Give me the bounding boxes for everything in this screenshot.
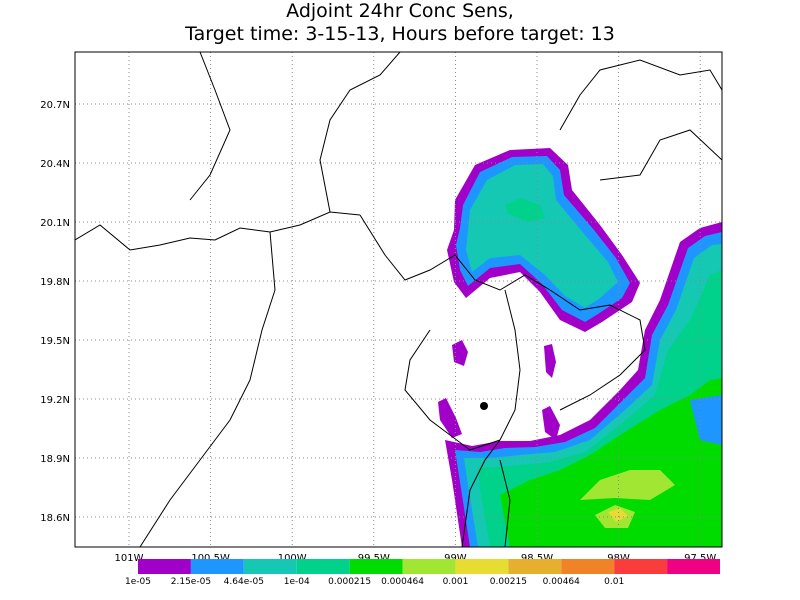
- border-line: [189, 52, 231, 201]
- contour-fill: [608, 508, 628, 522]
- lat-label: 19.8N: [40, 277, 70, 288]
- grid: 20.7N 20.4N 20.1N 19.8N 19.5N 19.2N 18.9N 18.6N…: [40, 52, 722, 564]
- colorbar-swatch: [243, 559, 297, 574]
- contour-fill: [505, 198, 545, 222]
- colorbar-label: 0.000464: [381, 577, 424, 587]
- lat-label: 19.5N: [40, 336, 70, 347]
- lon-label: 97.5W: [684, 553, 716, 564]
- colorbar-label: 1e-04: [284, 577, 310, 587]
- lon-label: 98W: [607, 553, 630, 564]
- lat-label: 20.1N: [40, 218, 70, 229]
- colorbar-swatch: [667, 559, 720, 574]
- lat-label: 18.6N: [40, 513, 70, 524]
- contour-fill: [452, 340, 468, 366]
- sensitivity-field: [438, 148, 722, 547]
- border-line: [75, 211, 361, 251]
- contour-fill: [438, 398, 462, 438]
- lon-label: 101W: [115, 553, 144, 564]
- borders: [75, 52, 722, 547]
- colorbar-label: 2.15e-05: [171, 577, 211, 587]
- lon-label: 100.5W: [191, 553, 230, 564]
- lat-label: 18.9N: [40, 454, 70, 465]
- contour-fill: [580, 470, 675, 500]
- colorbar-swatch: [349, 559, 403, 574]
- lon-label: 99W: [444, 553, 467, 564]
- colorbar-swatch: [138, 559, 191, 574]
- border-line: [319, 52, 401, 213]
- contour-fill: [500, 378, 722, 547]
- border-line: [404, 329, 501, 451]
- border-line: [559, 59, 722, 131]
- colorbar-label: 0.00215: [490, 577, 527, 587]
- lon-label: 99.5W: [358, 553, 390, 564]
- lon-label: 100W: [278, 553, 307, 564]
- border-line: [139, 231, 276, 547]
- border-line: [461, 289, 521, 547]
- lat-label: 20.4N: [40, 159, 70, 170]
- border-line: [499, 459, 511, 547]
- contour-fill: [542, 406, 560, 440]
- colorbar-swatch: [561, 559, 615, 574]
- colorbar: 1e-05 2.15e-05 4.64e-05 1e-04 0.000215 0.0004…: [125, 559, 720, 587]
- lon-label: 98.5W: [521, 553, 553, 564]
- title-line: Target time: 3-15-13, Hours before targe…: [184, 23, 615, 45]
- colorbar-label: 1e-05: [125, 577, 151, 587]
- map-frame: [74, 51, 723, 548]
- colorbar-label: 0.00464: [543, 577, 580, 587]
- colorbar-label: 0.001: [443, 577, 469, 587]
- colorbar-swatch: [455, 559, 509, 574]
- lat-label: 19.2N: [40, 395, 70, 406]
- contour-fill: [544, 344, 556, 378]
- colorbar-swatch: [508, 559, 562, 574]
- colorbar-swatch: [614, 559, 668, 574]
- lat-label: 20.7N: [40, 100, 70, 111]
- colorbar-label: 0.01: [604, 577, 624, 587]
- contour-fill: [690, 395, 722, 445]
- colorbar-swatch: [296, 559, 350, 574]
- border-line: [359, 214, 646, 411]
- border-line: [599, 129, 722, 181]
- target-point: [480, 402, 488, 410]
- title-line: Adjoint 24hr Conc Sens,: [286, 0, 514, 22]
- colorbar-label: 4.64e-05: [224, 577, 264, 587]
- colorbar-swatch: [190, 559, 244, 574]
- colorbar-label: 0.000215: [328, 577, 371, 587]
- contour-fill: [466, 164, 618, 308]
- colorbar-swatch: [402, 559, 456, 574]
